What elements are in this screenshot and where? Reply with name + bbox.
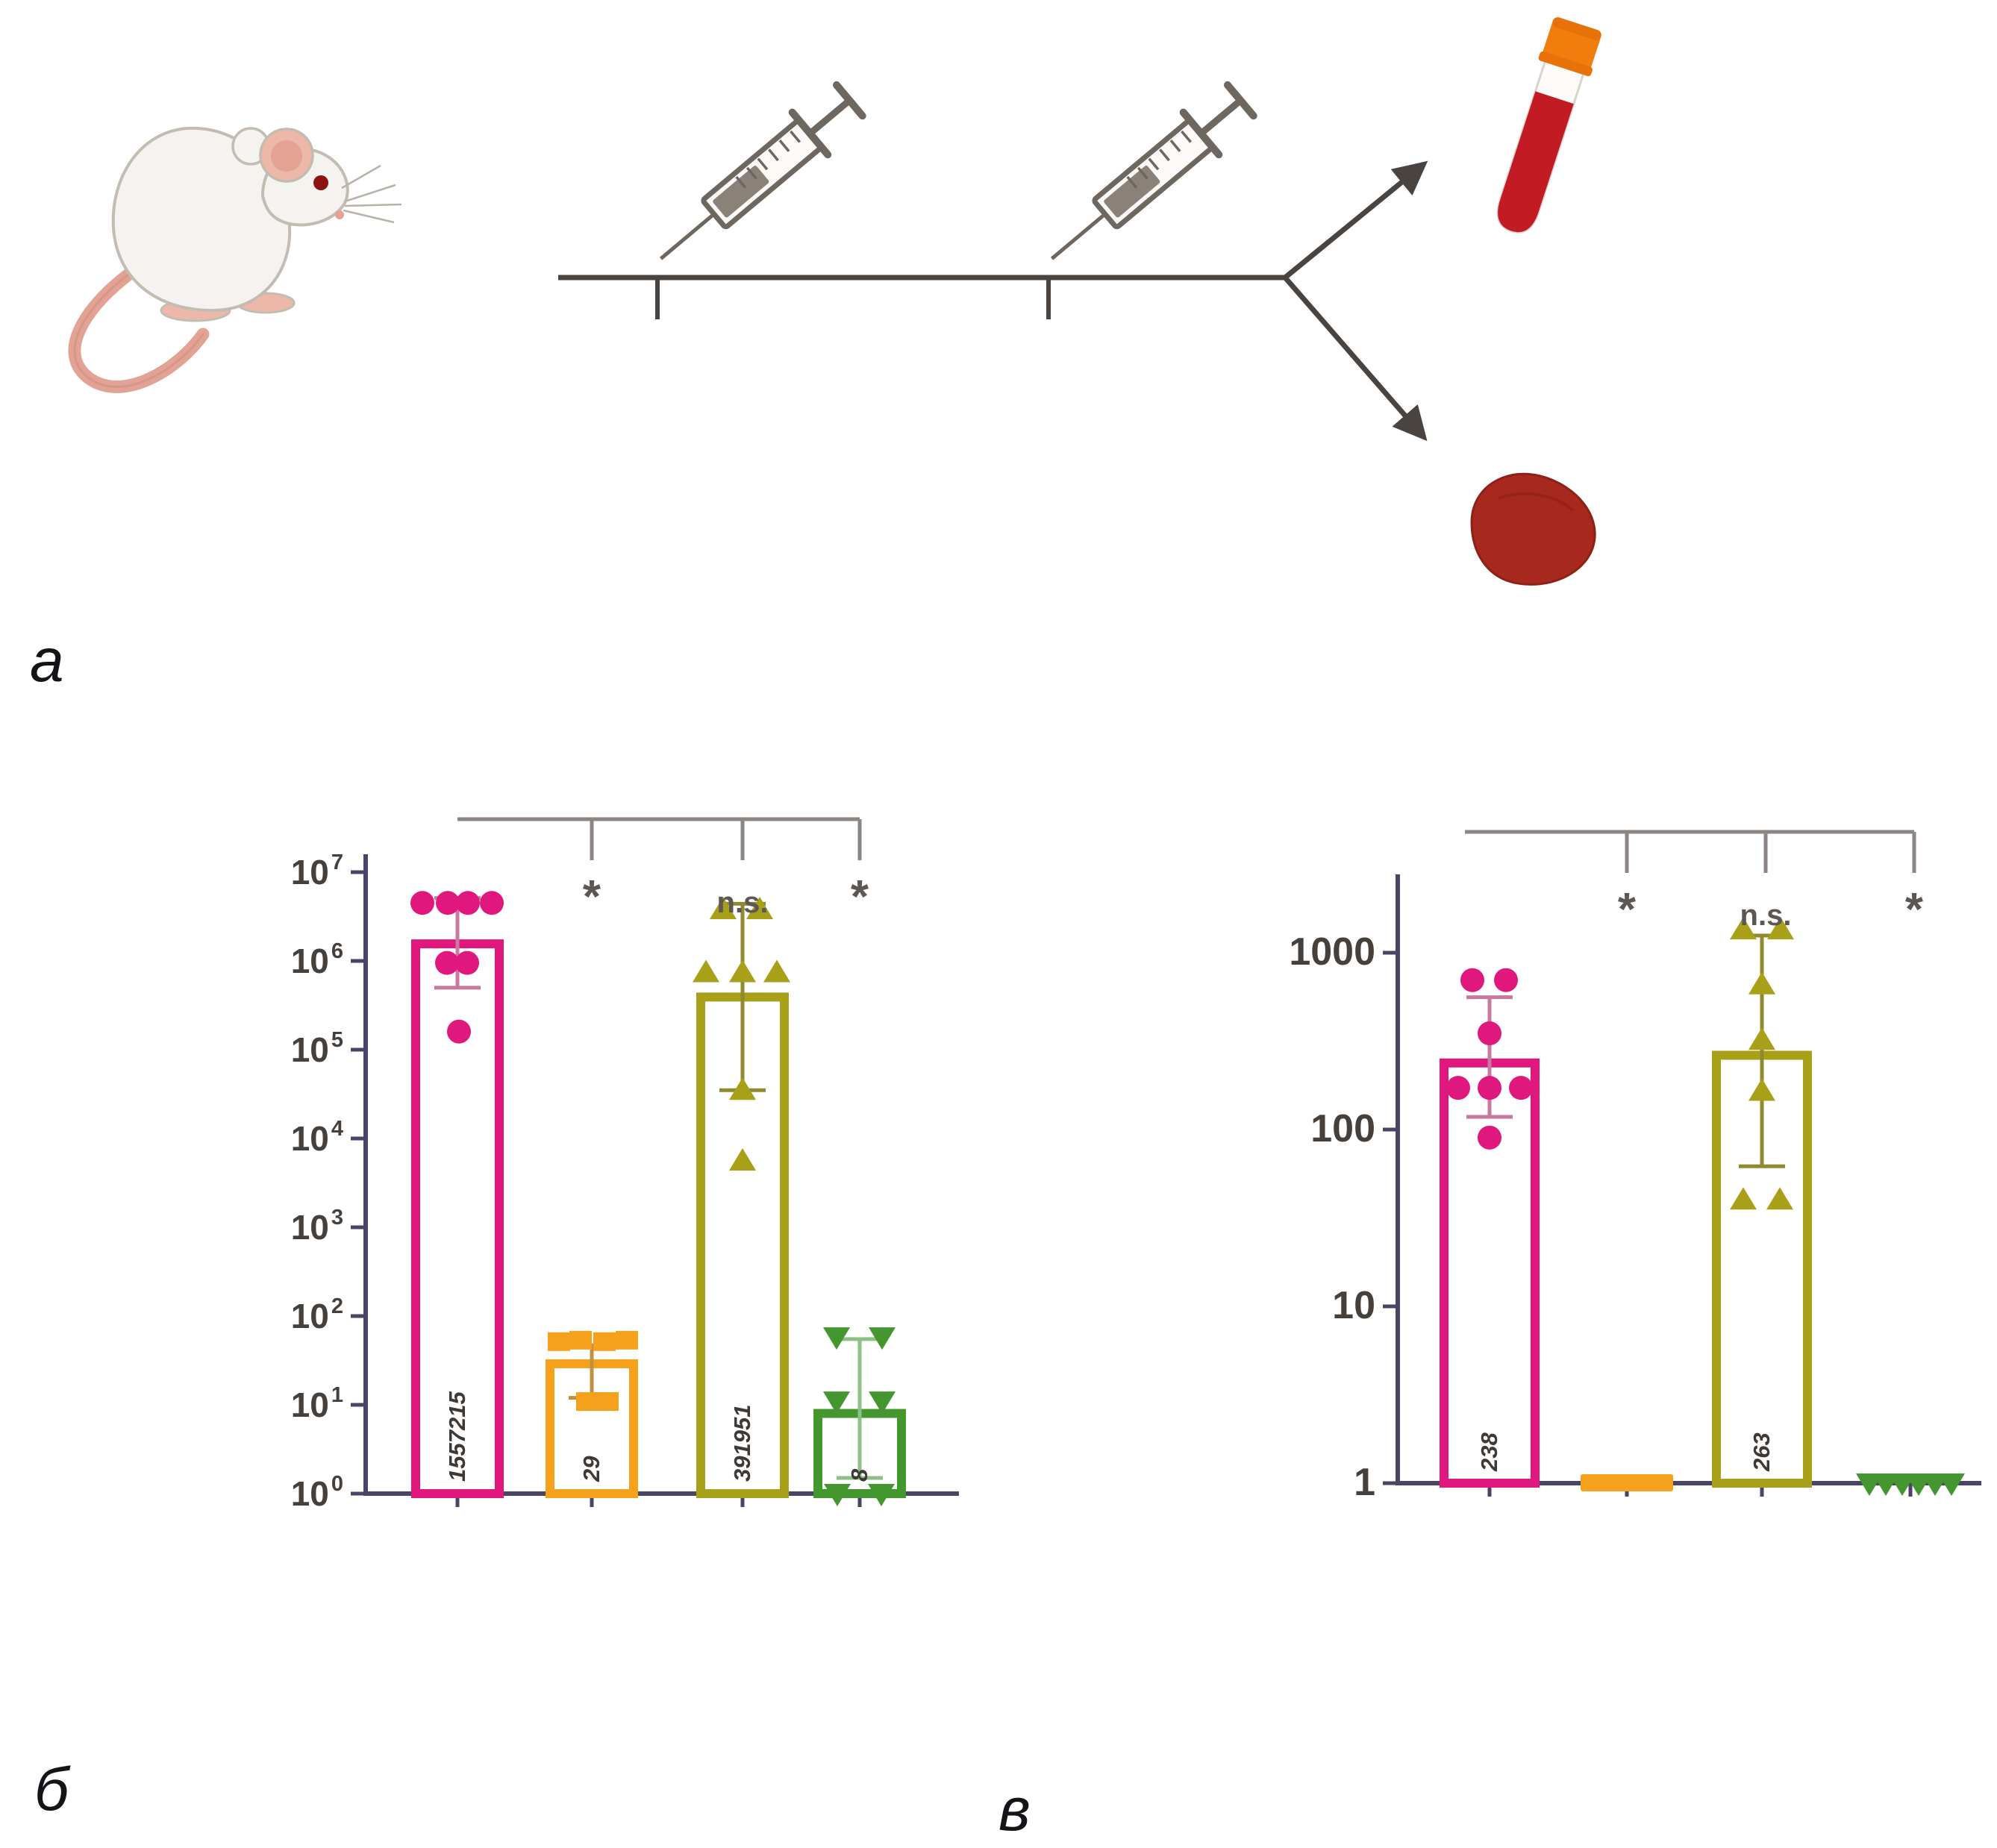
data-point	[746, 897, 773, 920]
y-tick-label: 10 4	[291, 1117, 343, 1158]
panel-label-b: б	[34, 1755, 69, 1823]
data-point	[456, 891, 480, 915]
data-point	[1494, 968, 1518, 992]
sig-label: n.s.	[1740, 899, 1792, 932]
data-point	[868, 1484, 895, 1506]
data-point	[1478, 1076, 1501, 1100]
data-point	[1748, 1078, 1775, 1101]
data-point	[410, 891, 434, 915]
bar-value-label: 391951	[729, 1405, 755, 1482]
flat-bar	[1581, 1474, 1673, 1491]
data-point	[1766, 1187, 1793, 1210]
blood-tube-icon	[1496, 17, 1601, 234]
y-tick-label: 10 1	[291, 1383, 343, 1424]
data-point	[1478, 1125, 1501, 1150]
data-point	[596, 1392, 619, 1412]
arrow-to-spleen-icon	[1283, 275, 1428, 442]
data-point	[435, 950, 459, 975]
data-point	[1730, 917, 1757, 940]
panel-a-schematic	[68, 17, 1601, 586]
data-point	[1748, 1027, 1775, 1050]
syringe-icon	[643, 79, 867, 280]
spleen-icon	[1470, 472, 1596, 586]
bar-value-label: 8	[846, 1468, 872, 1482]
injection-timeline	[558, 275, 1285, 319]
y-tick-label: 10 5	[291, 1028, 343, 1069]
sig-label: *	[1905, 884, 1924, 936]
y-tick-label: 10	[1332, 1284, 1375, 1327]
sig-label: *	[851, 871, 869, 923]
data-point	[569, 1330, 592, 1350]
sig-label: *	[1618, 884, 1637, 936]
data-point	[455, 950, 479, 975]
y-tick-label: 10 2	[291, 1294, 343, 1335]
data-point	[693, 959, 719, 983]
data-point	[729, 959, 756, 983]
data-point	[616, 1330, 638, 1350]
syringe-icon	[1034, 79, 1258, 280]
panel-label-v: в	[998, 1776, 1031, 1844]
sig-label: n.s.	[717, 886, 769, 919]
data-point	[869, 1327, 896, 1350]
chart-panel-v: 1000 100 10 1 238 263 * n.s. *	[1289, 830, 1981, 1504]
bar-value-label: 263	[1748, 1432, 1775, 1472]
data-point	[1478, 1021, 1501, 1046]
bar-value-label: 29	[578, 1456, 604, 1482]
data-point	[823, 1391, 850, 1415]
data-point	[1460, 968, 1484, 992]
data-point	[729, 1147, 756, 1171]
sig-label: *	[583, 871, 601, 923]
panel-label-a: а	[30, 627, 64, 695]
data-point	[548, 1332, 570, 1351]
y-tick-label: 10 3	[291, 1206, 343, 1247]
y-tick-label: 1	[1354, 1461, 1375, 1504]
y-tick-label: 10 7	[291, 851, 343, 892]
data-point	[480, 891, 504, 915]
data-point	[869, 1391, 896, 1415]
y-tick-label: 10 6	[291, 939, 343, 980]
data-point	[1509, 1076, 1533, 1100]
data-point	[823, 1327, 850, 1350]
data-point	[763, 959, 790, 983]
bar-value-label: 238	[1476, 1432, 1502, 1472]
data-point	[447, 1019, 471, 1044]
y-tick-label: 100	[1310, 1107, 1375, 1150]
data-point	[576, 1392, 599, 1412]
data-point	[824, 1484, 851, 1506]
branch-arrows	[1283, 160, 1428, 442]
data-point	[1938, 1473, 1965, 1496]
data-point	[1730, 1187, 1757, 1210]
arrow-to-blood-icon	[1283, 160, 1428, 280]
data-point	[1767, 917, 1794, 940]
data-point	[1446, 1076, 1470, 1100]
bar-value-label: 1557215	[444, 1391, 470, 1482]
mouse-icon	[68, 126, 402, 393]
data-point	[710, 897, 737, 920]
data-point	[436, 891, 460, 915]
y-tick-label: 1000	[1289, 930, 1375, 974]
data-point	[593, 1332, 616, 1351]
data-point	[729, 1077, 756, 1100]
data-point	[1748, 971, 1775, 995]
